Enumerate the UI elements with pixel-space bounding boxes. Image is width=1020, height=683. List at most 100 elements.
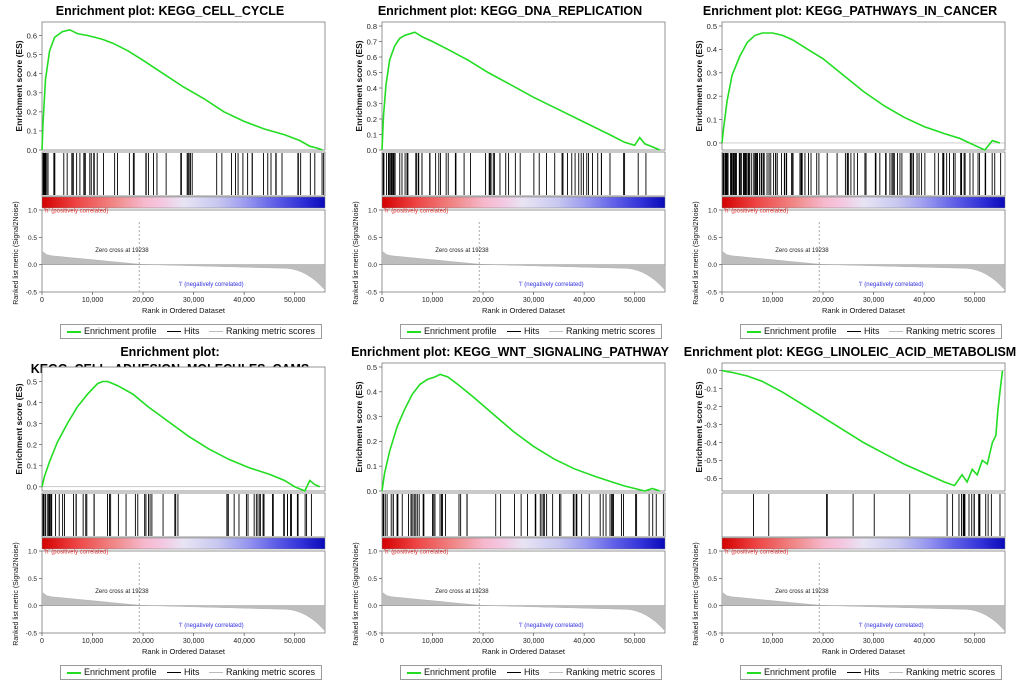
x-axis-label: Rank in Ordered Dataset (822, 306, 906, 315)
es-ytick-label: 0.3 (27, 419, 37, 428)
es-curve (381, 373, 661, 492)
metric-area (381, 591, 666, 632)
hits-group (753, 494, 1001, 536)
enrichment-plot-panel: Enrichment plot: KEGG_DNA_REPLICATION 0.0… (340, 0, 680, 341)
plot-title: Enrichment plot: (120, 345, 220, 359)
es-ytick-label: 0.6 (27, 31, 37, 40)
es-plot-frame (41, 21, 326, 151)
x-axis-label: Rank in Ordered Dataset (482, 306, 566, 315)
plot-title: Enrichment plot: KEGG_DNA_REPLICATION (377, 4, 643, 18)
metric-ytick-label: 0.5 (28, 576, 37, 583)
es-ytick-label: 0.0 (27, 483, 37, 492)
x-tick-label: 10,000 (82, 638, 104, 645)
legend-enrichment-profile-swatch (407, 330, 421, 333)
metric-ytick-label: -0.5 (26, 290, 38, 297)
legend-enrichment-profile: Enrichment profile (67, 667, 157, 677)
legend-ranking-metric-scores-swatch (209, 672, 223, 674)
metric-frame (721, 550, 1006, 634)
plot-legend: Enrichment profile Hits Ranking metric sco… (60, 665, 322, 680)
legend-ranking-metric-scores-label: Ranking metric scores (566, 667, 656, 677)
metric-ylabel: Ranked list metric (Signal2Noise) (353, 542, 360, 645)
legend-ranking-metric-scores-label: Ranking metric scores (906, 326, 996, 336)
metric-ytick-label: -0.5 (366, 290, 378, 297)
es-curve (41, 380, 321, 493)
es-plot-frame (381, 21, 666, 151)
x-tick-label: 40,000 (913, 297, 935, 304)
hits-group (42, 494, 312, 536)
es-ytick-label: 0.2 (367, 115, 377, 124)
negative-correlation-label: 'l' (negatively correlated) (859, 623, 924, 629)
legend-hits-label: Hits (524, 326, 540, 336)
metric-ytick-label: 0.0 (368, 603, 377, 610)
plot-title: Enrichment plot: KEGG_WNT_SIGNALING_PATH… (351, 345, 669, 359)
x-tick-label: 20,000 (472, 297, 494, 304)
legend-enrichment-profile: Enrichment profile (747, 667, 837, 677)
rank-color-bar (381, 537, 666, 550)
es-ytick-label: -0.5 (704, 456, 717, 465)
legend-hits-swatch (507, 672, 521, 674)
metric-frame (41, 550, 326, 634)
es-ytick-label: 0.3 (367, 99, 377, 108)
es-ytick-label: 0.4 (27, 398, 37, 407)
x-tick-label: 30,000 (523, 297, 545, 304)
x-tick-label: 30,000 (183, 638, 205, 645)
negative-correlation-label: 'l' (negatively correlated) (519, 623, 584, 629)
x-tick-label: 20,000 (472, 638, 494, 645)
metric-ytick-label: 0.5 (28, 235, 37, 242)
es-ylabel: Enrichment score (ES) (354, 381, 364, 472)
rank-color-bar (721, 196, 1006, 209)
x-tick-label: 10,000 (422, 638, 444, 645)
metric-area (721, 250, 1006, 291)
legend-enrichment-profile-swatch (747, 330, 761, 333)
metric-frame (381, 209, 666, 293)
es-plot-frame (41, 366, 326, 492)
x-axis-label: Rank in Ordered Dataset (142, 647, 226, 656)
legend-ranking-metric-scores: Ranking metric scores (889, 667, 995, 677)
positive-correlation-label: 'h' (positively correlated) (44, 550, 108, 556)
enrichment-plot-panel: Enrichment plot: KEGG_PATHWAYS_IN_CANCER… (680, 0, 1020, 341)
negative-correlation-label: 'l' (negatively correlated) (179, 282, 244, 288)
es-ytick-label: 0.4 (27, 69, 37, 78)
positive-correlation-label: 'h' (positively correlated) (384, 209, 448, 215)
enrichment-plot-panel: Enrichment plot: KEGG_LINOLEIC_ACID_META… (680, 341, 1020, 682)
x-tick-label: 20,000 (132, 297, 154, 304)
es-curve (381, 31, 661, 151)
es-ytick-label: 0.5 (367, 363, 377, 372)
zero-cross-label: Zero cross at 19238 (775, 589, 829, 595)
x-tick-label: 20,000 (812, 638, 834, 645)
es-ytick-label: 0.8 (367, 22, 377, 31)
x-tick-label: 50,000 (964, 297, 986, 304)
plot-legend: Enrichment profile Hits Ranking metric sco… (740, 665, 1002, 680)
legend-enrichment-profile: Enrichment profile (747, 326, 837, 336)
metric-area (721, 591, 1006, 632)
legend-enrichment-profile-label: Enrichment profile (84, 326, 157, 336)
legend-ranking-metric-scores-swatch (549, 672, 563, 674)
es-ytick-label: 0.3 (367, 412, 377, 421)
es-ytick-label: -0.2 (704, 402, 717, 411)
plot-legend: Enrichment profile Hits Ranking metric sco… (60, 324, 322, 339)
plot-legend: Enrichment profile Hits Ranking metric sco… (400, 324, 662, 339)
legend-ranking-metric-scores-label: Ranking metric scores (906, 667, 996, 677)
legend-hits-swatch (167, 331, 181, 333)
es-ytick-label: 0.2 (707, 92, 717, 101)
zero-cross-label: Zero cross at 19238 (775, 248, 829, 254)
es-ytick-label: 0.2 (27, 440, 37, 449)
plot-title: Enrichment plot: KEGG_LINOLEIC_ACID_META… (683, 345, 1017, 359)
x-tick-label: 0 (40, 297, 44, 304)
legend-hits-label: Hits (864, 667, 880, 677)
es-ytick-label: 0.5 (707, 22, 717, 31)
legend-ranking-metric-scores: Ranking metric scores (209, 667, 315, 677)
legend-hits-swatch (507, 331, 521, 333)
x-tick-label: 30,000 (523, 638, 545, 645)
legend-enrichment-profile-swatch (407, 671, 421, 674)
hits-frame (41, 151, 326, 197)
metric-area (41, 250, 326, 291)
legend-enrichment-profile: Enrichment profile (67, 326, 157, 336)
legend-ranking-metric-scores-swatch (549, 331, 563, 333)
x-tick-label: 50,000 (284, 638, 306, 645)
metric-frame (381, 550, 666, 634)
metric-ytick-label: 0.5 (368, 576, 377, 583)
legend-hits-label: Hits (184, 326, 200, 336)
